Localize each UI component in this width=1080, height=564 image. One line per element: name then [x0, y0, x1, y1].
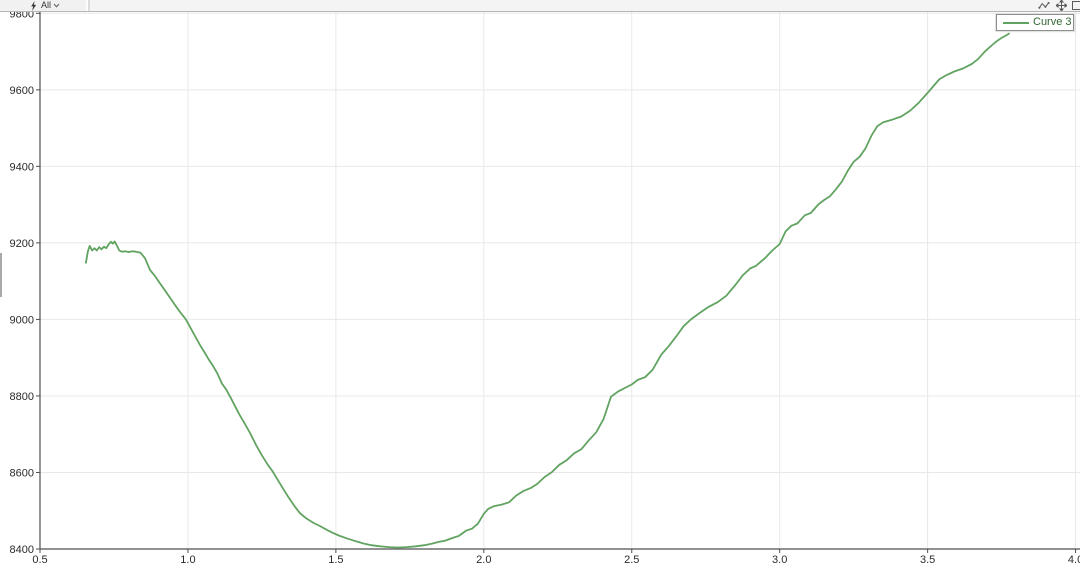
x-tick-label: 0.5: [32, 554, 47, 564]
pan-button[interactable]: [1055, 0, 1067, 11]
y-tick-label: 9400: [10, 161, 34, 173]
y-tick-label: 8400: [10, 544, 34, 556]
line-series-button[interactable]: [1038, 1, 1050, 11]
x-tick-label: 1.5: [328, 554, 343, 564]
legend-series-label: Curve 3: [1033, 16, 1072, 28]
y-tick-label: 9000: [10, 314, 34, 326]
curve-line[interactable]: [85, 32, 1010, 549]
toolbar-left-section: All: [0, 0, 88, 11]
x-tick-label: 3.5: [920, 554, 935, 564]
line-series-icon: [1038, 1, 1050, 9]
toolbar: All: [0, 0, 1080, 12]
y-tick-label: 8600: [10, 467, 34, 479]
zoom-rectangle-button[interactable]: [1072, 1, 1080, 11]
y-tick-label: 8800: [10, 391, 34, 403]
x-tick-label: 3.0: [772, 554, 787, 564]
x-tick-label: 2.0: [476, 554, 491, 564]
y-tick-label: 9200: [10, 238, 34, 250]
legend-line-sample: [1003, 21, 1029, 24]
chevron-down-icon: [53, 3, 60, 8]
legend[interactable]: Curve 3: [996, 14, 1074, 31]
toolbar-right-section: [1038, 0, 1080, 11]
scope-dropdown[interactable]: All: [41, 1, 60, 10]
lightning-bolt-button[interactable]: [30, 0, 37, 11]
scope-dropdown-label: All: [41, 0, 52, 10]
pan-arrows-icon: [1055, 0, 1067, 11]
x-tick-label: 4.0: [1068, 554, 1080, 564]
x-tick-label: 2.5: [624, 554, 639, 564]
zoom-rectangle-icon: [1072, 1, 1080, 10]
lightning-bolt-icon: [31, 0, 37, 11]
x-tick-label: 1.0: [180, 554, 195, 564]
y-tick-label: 9600: [10, 85, 34, 97]
left-scrollbar-thumb[interactable]: [0, 253, 2, 297]
